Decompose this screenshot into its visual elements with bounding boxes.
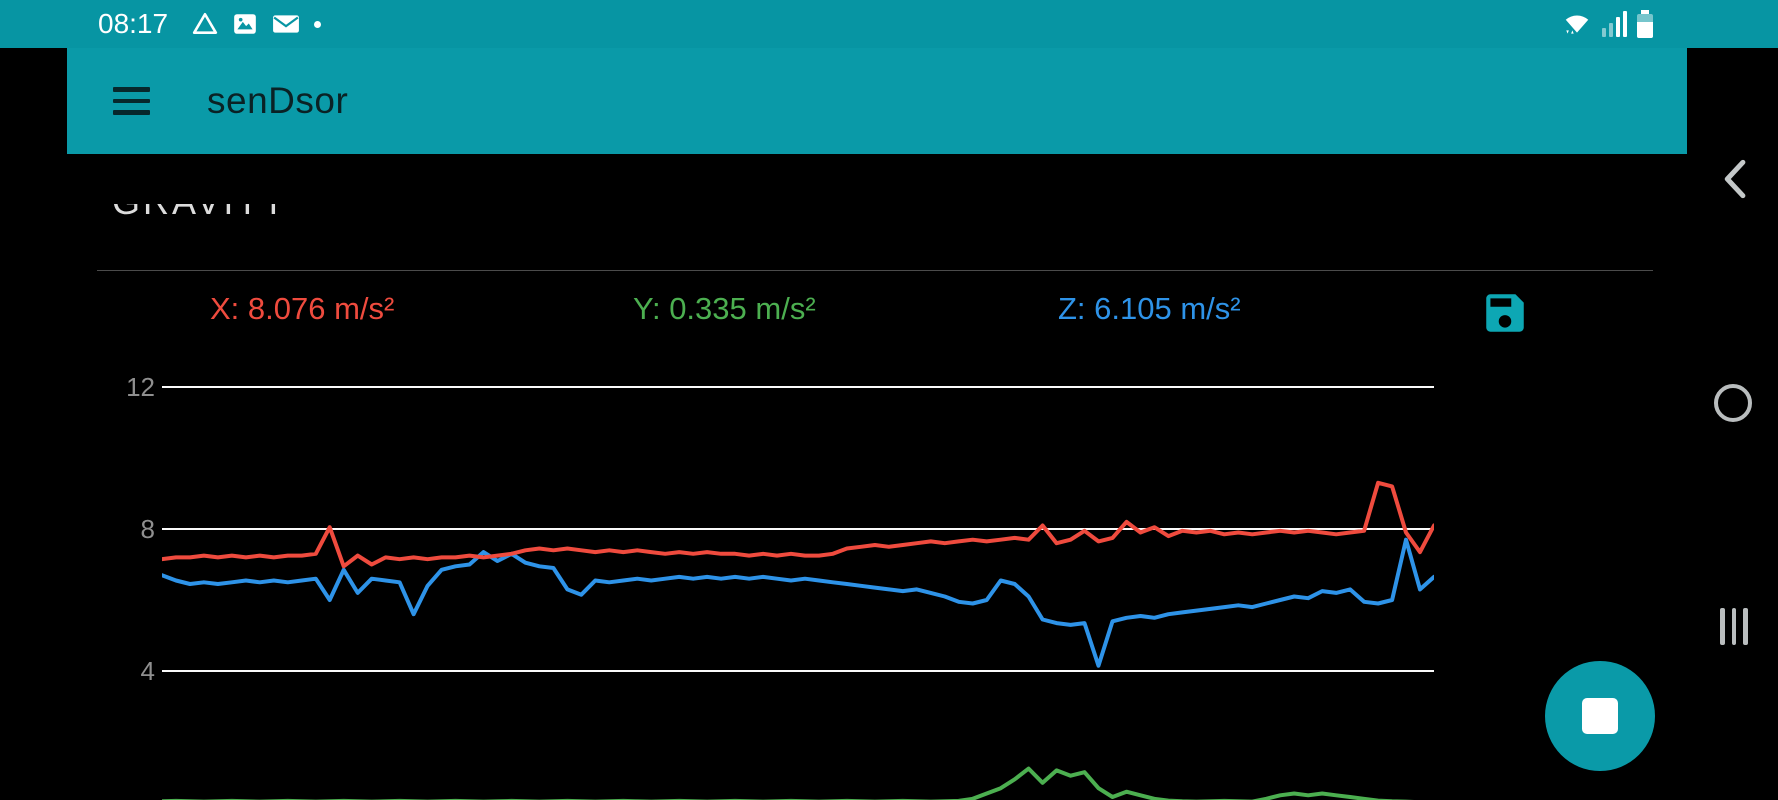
y-axis-tick: 12	[126, 372, 155, 402]
y-axis-tick: 4	[140, 656, 155, 686]
nav-back-button[interactable]	[1710, 156, 1758, 202]
reading-y: Y: 0.335 m/s²	[633, 291, 816, 326]
section-title-clipped: GRAVITY	[112, 204, 532, 222]
screenshot-icon	[232, 12, 258, 36]
home-circle-icon	[1714, 384, 1752, 422]
battery-icon	[1637, 10, 1653, 38]
stop-button[interactable]	[1545, 661, 1655, 771]
status-bar: 08:17	[0, 0, 1778, 48]
stop-icon	[1582, 698, 1618, 734]
wifi-icon	[1562, 11, 1592, 37]
recents-icon	[1720, 607, 1725, 645]
status-time: 08:17	[98, 8, 169, 39]
app-title: senDsor	[207, 80, 349, 121]
back-chevron-icon	[1724, 159, 1746, 199]
save-icon	[1486, 294, 1524, 332]
reading-z: Z: 6.105 m/s²	[1058, 291, 1241, 326]
sensor-chart-canvas	[162, 386, 1434, 800]
status-bar-left: 08:17	[0, 8, 322, 40]
signal-icon	[1601, 11, 1627, 37]
status-bar-right	[1562, 10, 1778, 38]
reading-x: X: 8.076 m/s²	[210, 291, 395, 326]
app-bar: senDsor	[67, 48, 1687, 154]
nav-home-button[interactable]	[1710, 380, 1756, 426]
menu-button[interactable]	[113, 80, 153, 122]
drive-icon	[192, 12, 218, 36]
save-button[interactable]	[1480, 288, 1530, 338]
notification-dot	[314, 20, 322, 28]
nav-recents-button[interactable]	[1710, 604, 1758, 648]
y-axis-tick: 8	[140, 514, 155, 544]
email-icon	[272, 12, 300, 36]
divider	[97, 270, 1653, 271]
